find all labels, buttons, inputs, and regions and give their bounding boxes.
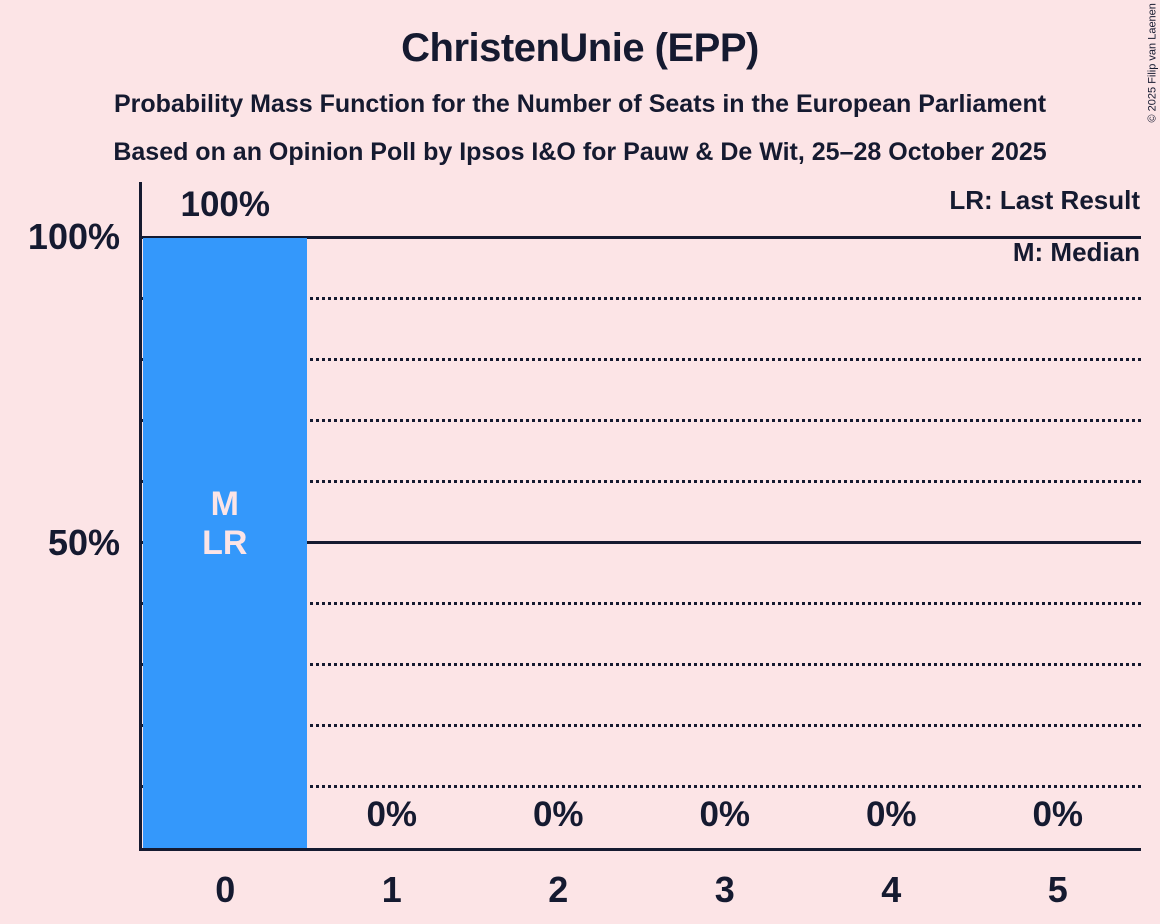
gridline-20-dotted	[142, 723, 1141, 727]
bar-column-1: 0%	[309, 182, 476, 848]
median-marker: M	[210, 485, 239, 523]
legend-median: M: Median	[1012, 237, 1140, 267]
bar-column-3: 0%	[642, 182, 809, 848]
x-tick-0: 0	[215, 869, 236, 910]
bar-value-label-4: 0%	[865, 795, 917, 834]
bar-seats-0: M LR	[143, 238, 307, 848]
y-axis-label-50: 50%	[47, 522, 120, 563]
bar-column-2: 0%	[475, 182, 642, 848]
bar-column-5: 0%	[975, 182, 1142, 848]
x-tick-5: 5	[1047, 869, 1068, 910]
bar-value-label-5: 0%	[1032, 795, 1084, 834]
median-last-result-annotation: M LR	[143, 485, 307, 563]
gridline-60-dotted	[142, 479, 1141, 483]
gridline-80-dotted	[142, 357, 1141, 361]
y-axis-label-100: 100%	[27, 216, 120, 257]
plot-area: M LR 100% 0% 0% 0% 0% 0%	[139, 182, 1141, 851]
bar-value-label-2: 0%	[532, 795, 584, 834]
chart-subtitle-line1: Probability Mass Function for the Number…	[113, 90, 1047, 118]
bar-column-0: M LR 100%	[142, 182, 309, 848]
gridline-30-dotted	[142, 662, 1141, 666]
bar-value-label-3: 0%	[699, 795, 751, 834]
x-tick-1: 1	[381, 869, 402, 910]
gridline-50-solid	[142, 540, 1141, 544]
chart-subtitle-line2: Based on an Opinion Poll by Ipsos I&O fo…	[113, 138, 1047, 166]
gridline-40-dotted	[142, 601, 1141, 605]
bar-value-label-0: 100%	[180, 185, 271, 224]
gridline-100-solid	[142, 235, 1141, 239]
page-title: ChristenUnie (EPP)	[401, 26, 759, 70]
x-tick-4: 4	[881, 869, 902, 910]
last-result-marker: LR	[202, 524, 248, 562]
bar-value-label-1: 0%	[366, 795, 418, 834]
gridline-10-dotted	[142, 784, 1141, 788]
bar-column-4: 0%	[808, 182, 975, 848]
copyright-notice: © 2025 Filip van Laenen	[1146, 3, 1159, 123]
x-tick-2: 2	[548, 869, 569, 910]
x-tick-3: 3	[714, 869, 735, 910]
legend-last-result: LR: Last Result	[949, 185, 1140, 215]
gridline-70-dotted	[142, 418, 1141, 422]
gridline-90-dotted	[142, 296, 1141, 300]
x-axis: 0 1 2 3 4 5	[142, 866, 1141, 914]
